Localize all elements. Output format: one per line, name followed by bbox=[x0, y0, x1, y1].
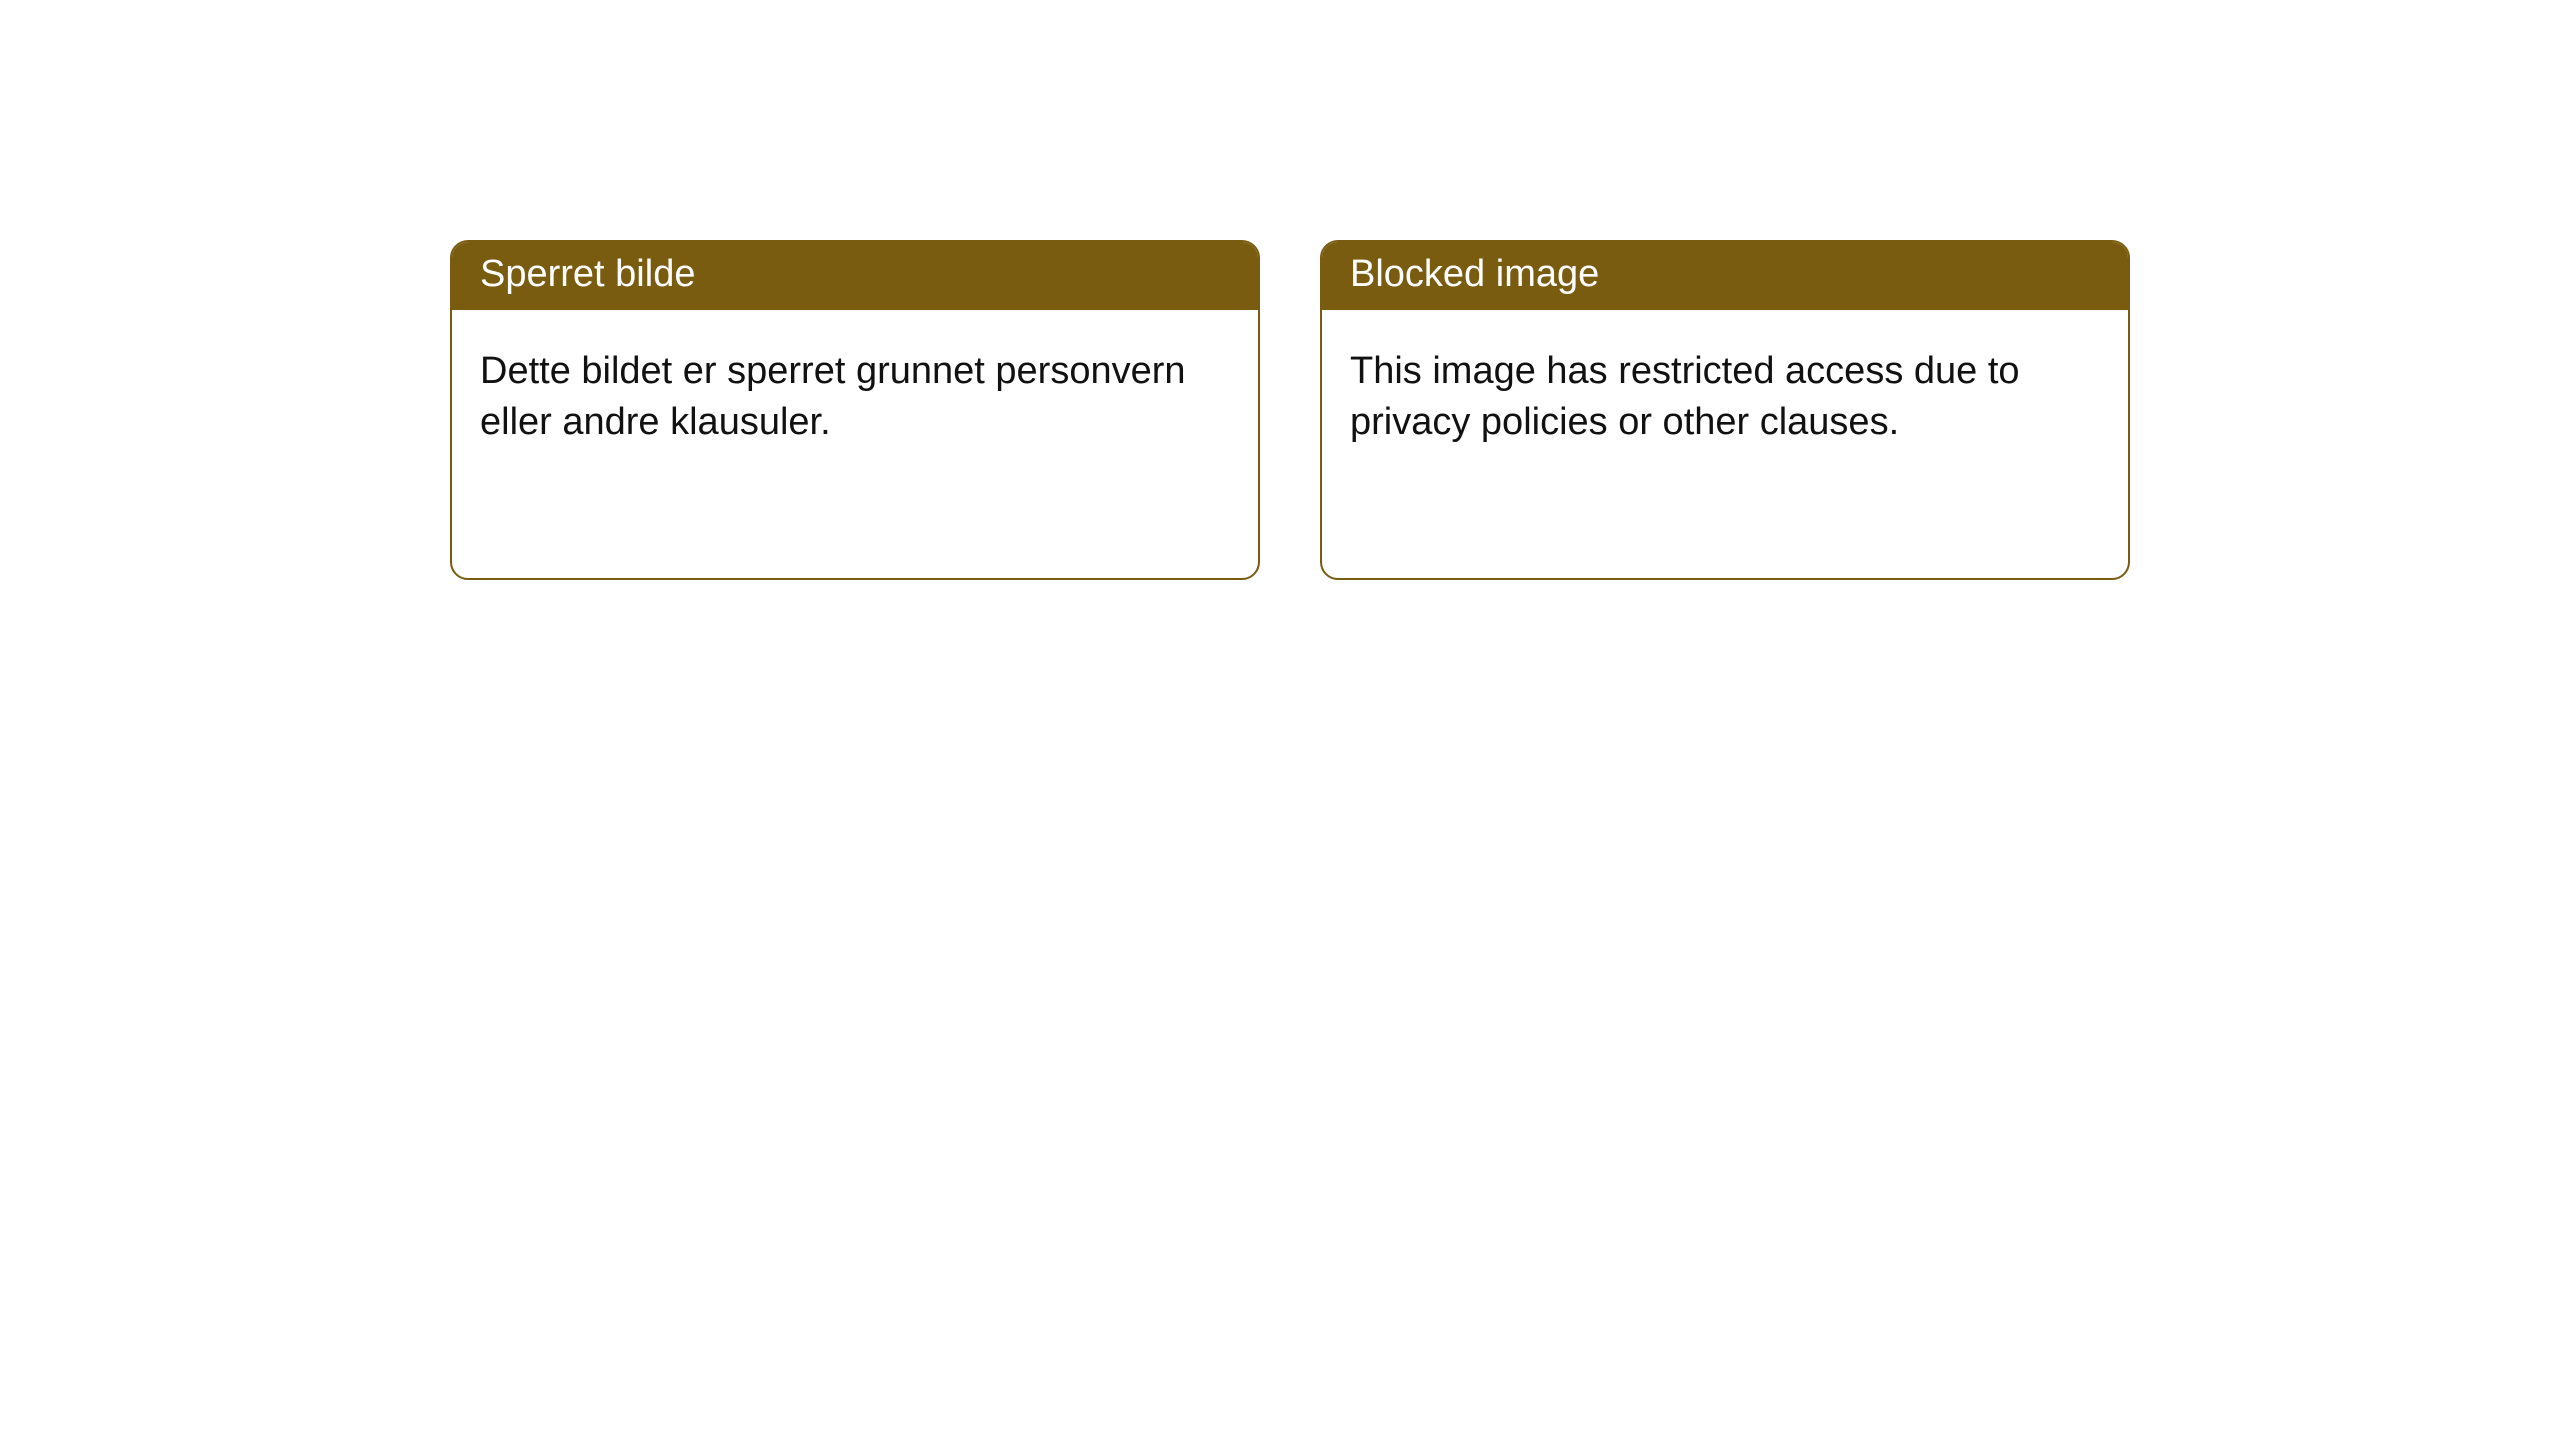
notice-body-norwegian: Dette bildet er sperret grunnet personve… bbox=[452, 310, 1258, 485]
notice-container: Sperret bilde Dette bildet er sperret gr… bbox=[0, 0, 2560, 580]
notice-card-norwegian: Sperret bilde Dette bildet er sperret gr… bbox=[450, 240, 1260, 580]
notice-title-english: Blocked image bbox=[1322, 242, 2128, 310]
notice-title-norwegian: Sperret bilde bbox=[452, 242, 1258, 310]
notice-body-english: This image has restricted access due to … bbox=[1322, 310, 2128, 485]
notice-card-english: Blocked image This image has restricted … bbox=[1320, 240, 2130, 580]
